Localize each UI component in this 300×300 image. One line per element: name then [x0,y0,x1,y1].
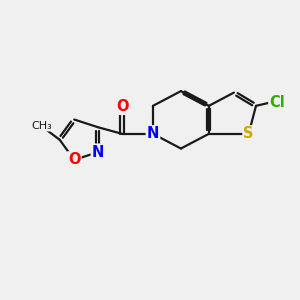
Text: S: S [243,126,254,141]
Text: N: N [147,126,159,141]
Text: O: O [68,152,80,167]
Text: Cl: Cl [269,95,285,110]
Text: O: O [116,99,128,114]
Text: N: N [92,145,104,160]
Text: CH₃: CH₃ [32,121,52,131]
